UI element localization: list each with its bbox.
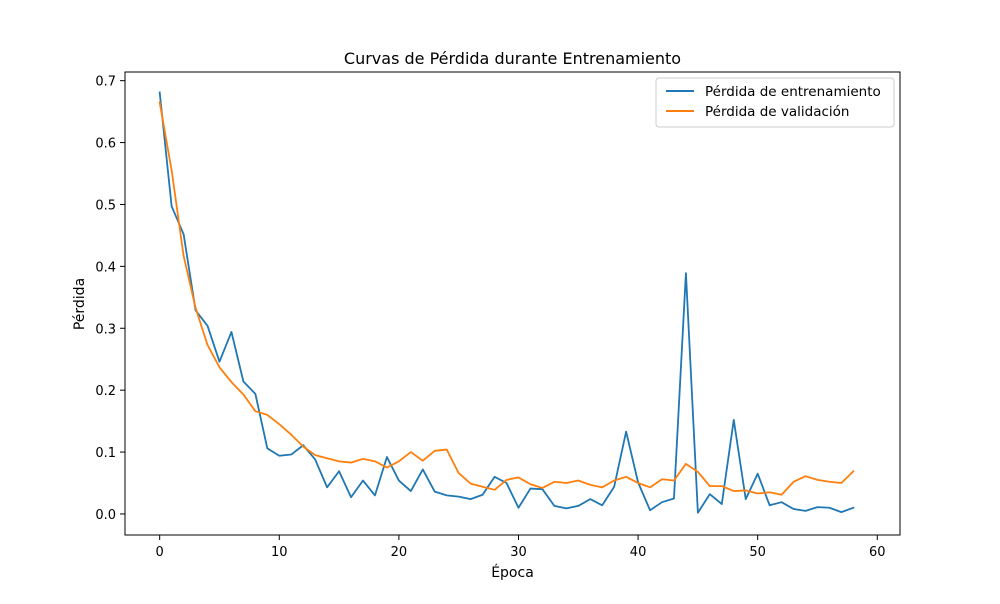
x-tick-label: 10 [271, 545, 288, 560]
x-tick-label: 40 [630, 545, 647, 560]
legend-frame [655, 77, 895, 128]
x-tick-label: 30 [510, 545, 527, 560]
lines-layer [158, 91, 855, 514]
y-tick-label: 0.4 [95, 260, 116, 275]
x-axis: 0 10 20 30 40 50 60 [156, 535, 886, 560]
chart-title: Curvas de Pérdida durante Entrenamiento [344, 49, 681, 68]
plot-frame [124, 71, 901, 536]
legend-label-validation: Pérdida de validación [705, 104, 850, 120]
x-tick-label: 60 [869, 545, 886, 560]
y-axis-label: Pérdida [72, 278, 88, 330]
y-tick-label: 0.0 [95, 508, 116, 523]
x-tick-label: 0 [156, 545, 164, 560]
x-axis-label: Época [491, 564, 534, 581]
y-tick-label: 0.3 [95, 322, 116, 337]
y-tick-label: 0.6 [95, 137, 116, 152]
x-tick-label: 50 [749, 545, 766, 560]
plot-area [124, 71, 901, 536]
y-tick-label: 0.2 [95, 384, 116, 399]
legend-label-training: Pérdida de entrenamiento [705, 84, 881, 100]
y-axis: 0.0 0.1 0.2 0.3 0.4 0.5 0.6 0.7 [95, 75, 125, 523]
y-tick-label: 0.1 [95, 446, 116, 461]
y-tick-label: 0.7 [95, 75, 116, 90]
y-tick-label: 0.5 [95, 198, 116, 213]
training-loss-line [158, 91, 855, 514]
legend: Pérdida de entrenamiento Pérdida de vali… [655, 77, 895, 128]
x-tick-label: 20 [391, 545, 408, 560]
validation-loss-line [158, 101, 855, 496]
